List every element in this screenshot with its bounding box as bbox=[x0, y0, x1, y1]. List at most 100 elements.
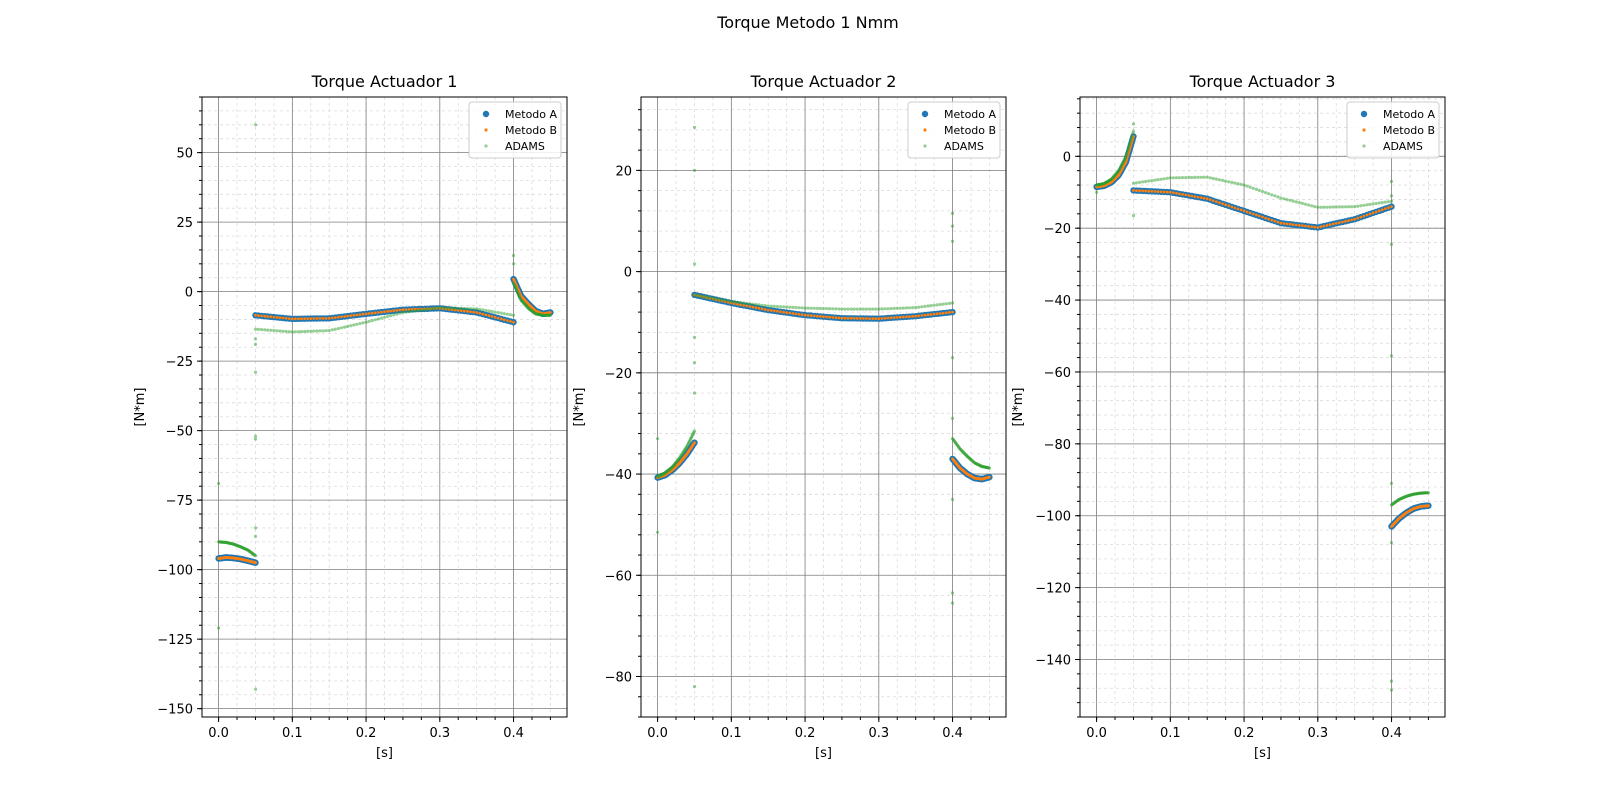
data-point bbox=[1184, 193, 1188, 197]
data-point bbox=[318, 317, 322, 320]
legend-marker bbox=[1362, 128, 1366, 132]
data-point bbox=[364, 320, 368, 324]
data-point bbox=[1138, 180, 1142, 184]
data-point bbox=[1387, 206, 1390, 210]
data-point bbox=[509, 320, 512, 323]
data-point bbox=[309, 317, 313, 320]
data-point bbox=[453, 306, 457, 310]
data-point bbox=[1270, 218, 1274, 222]
outlier-point bbox=[692, 168, 697, 172]
data-point bbox=[1251, 186, 1255, 190]
data-point bbox=[422, 308, 426, 312]
data-point bbox=[1150, 189, 1154, 193]
data-point bbox=[1132, 189, 1135, 192]
data-point bbox=[905, 315, 908, 319]
data-point bbox=[1279, 196, 1283, 200]
data-point bbox=[748, 302, 752, 306]
data-point bbox=[1239, 208, 1243, 212]
data-point bbox=[1258, 214, 1261, 218]
outlier-point bbox=[1389, 179, 1394, 184]
outlier-point bbox=[692, 685, 697, 689]
data-point bbox=[917, 314, 921, 318]
outlier-point bbox=[253, 123, 258, 127]
data-point bbox=[355, 322, 359, 326]
data-point bbox=[1383, 200, 1387, 204]
data-point bbox=[1334, 205, 1338, 209]
data-point bbox=[877, 307, 881, 311]
data-point bbox=[729, 299, 733, 304]
data-point bbox=[1316, 205, 1320, 209]
y-tick-label: −120 bbox=[1035, 582, 1071, 597]
y-tick-label: −80 bbox=[605, 671, 632, 686]
data-point bbox=[340, 315, 343, 319]
data-point bbox=[333, 327, 337, 331]
data-point bbox=[1141, 189, 1145, 193]
data-point bbox=[837, 307, 841, 311]
data-point bbox=[987, 466, 992, 470]
data-point bbox=[281, 329, 285, 333]
data-point bbox=[800, 313, 804, 317]
data-point bbox=[938, 302, 942, 307]
x-tick-label: 0.2 bbox=[356, 726, 377, 741]
legend-marker bbox=[1362, 144, 1366, 148]
data-point bbox=[1242, 209, 1246, 213]
data-point bbox=[1390, 205, 1393, 209]
data-point bbox=[775, 304, 780, 309]
y-axis-label: [N*m] bbox=[572, 387, 587, 426]
y-tick-label: −80 bbox=[1044, 438, 1071, 453]
data-point bbox=[256, 327, 261, 331]
data-point bbox=[321, 317, 325, 320]
data-point bbox=[1227, 180, 1231, 184]
data-point bbox=[907, 306, 912, 310]
outlier-point bbox=[253, 337, 258, 341]
data-point bbox=[1313, 205, 1317, 209]
data-point bbox=[926, 304, 930, 308]
data-point bbox=[1165, 190, 1169, 194]
data-point bbox=[315, 329, 319, 333]
data-point bbox=[1211, 199, 1215, 203]
data-point bbox=[723, 298, 727, 302]
data-point bbox=[502, 318, 506, 322]
data-point bbox=[499, 317, 503, 321]
data-point bbox=[478, 311, 482, 315]
subplot-3: 0.0 0.1 0.2 0.3 0.4 0 −20 −40 −60 −80 −100 −120 −140… bbox=[1011, 72, 1446, 761]
data-point bbox=[1255, 213, 1258, 217]
legend-marker bbox=[482, 110, 490, 118]
data-point bbox=[450, 306, 454, 310]
data-point bbox=[1359, 215, 1363, 219]
data-point bbox=[914, 305, 918, 310]
data-point bbox=[1187, 194, 1191, 197]
data-point bbox=[1159, 190, 1163, 194]
data-point bbox=[324, 329, 328, 333]
data-point bbox=[935, 312, 939, 316]
data-point bbox=[766, 308, 770, 312]
y-tick-label: −50 bbox=[166, 425, 193, 440]
series-adams bbox=[656, 125, 992, 689]
y-tick-label: −150 bbox=[157, 703, 193, 718]
data-point bbox=[947, 301, 952, 305]
data-point bbox=[392, 309, 396, 313]
legend-label: Metodo B bbox=[505, 124, 557, 137]
legend-label: Metodo A bbox=[505, 108, 558, 121]
data-point bbox=[1156, 190, 1160, 194]
data-point bbox=[1205, 175, 1209, 179]
data-point bbox=[1319, 205, 1323, 209]
data-point bbox=[1162, 177, 1166, 181]
data-point bbox=[1184, 176, 1188, 180]
data-point bbox=[395, 312, 399, 316]
data-point bbox=[337, 315, 340, 319]
data-point bbox=[419, 308, 423, 312]
data-point bbox=[929, 304, 933, 308]
outlier-point bbox=[1389, 354, 1394, 358]
legend: Metodo A Metodo B ADAMS bbox=[907, 101, 1001, 159]
data-point bbox=[751, 305, 755, 309]
subplot-2: 0.0 0.1 0.2 0.3 0.4 20 0 −20 −40 −60 −80 Torque Act… bbox=[572, 72, 1007, 761]
data-point bbox=[1144, 179, 1148, 184]
data-point bbox=[321, 329, 325, 333]
legend-label: ADAMS bbox=[944, 140, 984, 153]
data-point bbox=[1285, 222, 1289, 226]
data-point bbox=[290, 317, 294, 321]
data-point bbox=[287, 317, 291, 320]
legend-box bbox=[1346, 101, 1440, 159]
data-point bbox=[1215, 200, 1218, 204]
